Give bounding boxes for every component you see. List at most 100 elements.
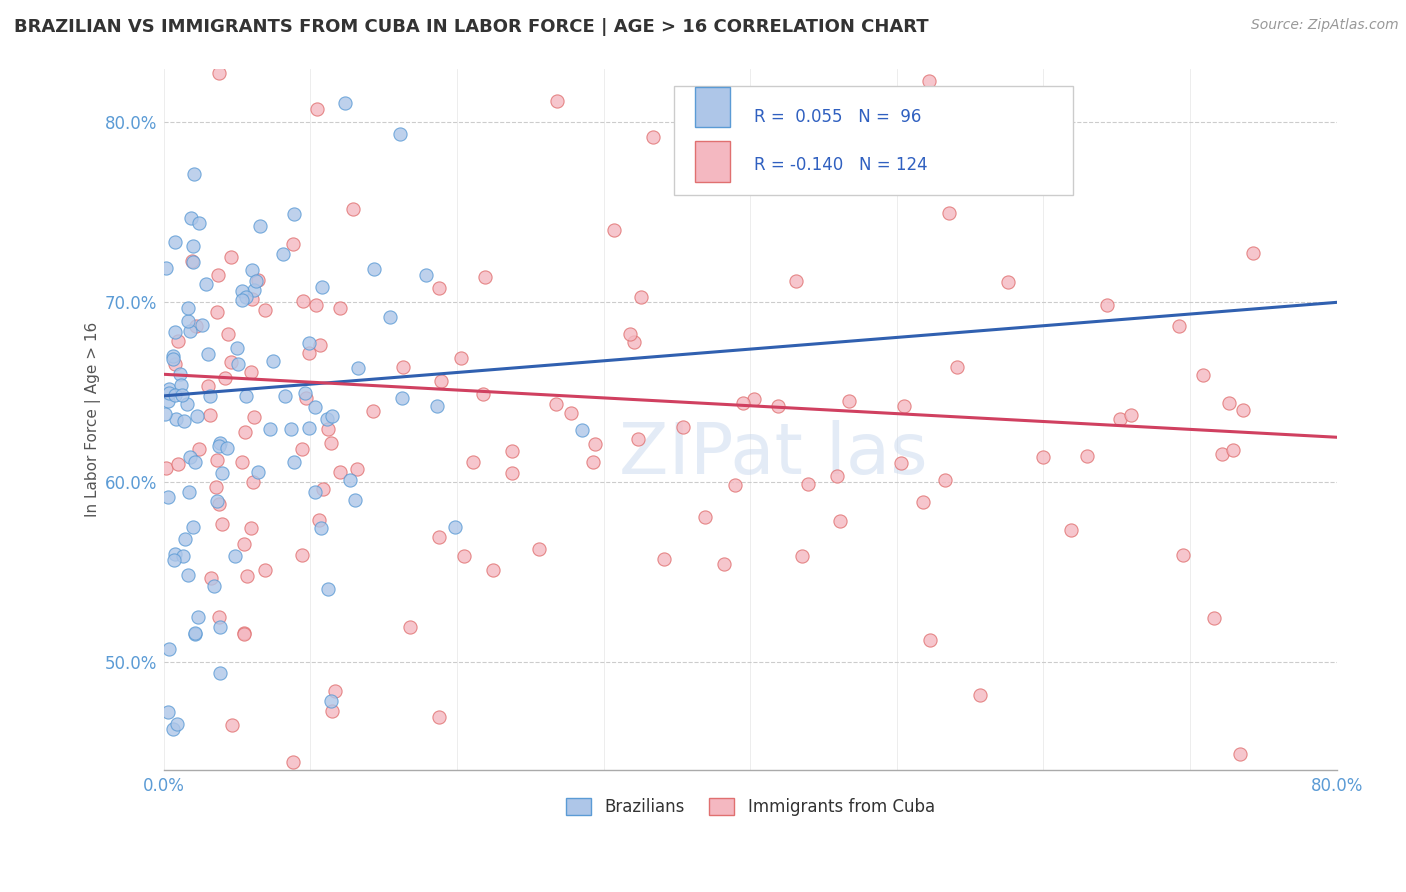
Point [392,359,415,374]
Point [472,387,495,401]
Point [945,360,967,375]
Point [231,455,253,469]
Point [235,290,257,304]
Point [198,389,221,403]
Point [309,521,332,535]
Point [163,358,186,372]
Point [283,206,305,220]
Point [233,537,256,551]
Point [170,388,193,402]
Point [214,371,236,385]
Point [179,324,201,338]
Point [672,419,695,434]
Point [291,549,314,563]
Bar [695,141,730,182]
Point [619,327,641,342]
Point [444,520,467,534]
Point [918,73,941,87]
Point [893,400,915,414]
Point [240,292,263,306]
Point [1229,747,1251,762]
Point [938,206,960,220]
Point [315,412,337,426]
Point [200,571,222,585]
Point [363,404,385,418]
Point [205,304,228,318]
Point [153,407,176,421]
Point [283,237,305,252]
Point [1222,442,1244,457]
Point [225,341,247,355]
Point [231,285,253,299]
Point [240,365,263,379]
Legend: Brazilians, Immigrants from Cuba: Brazilians, Immigrants from Cuba [557,790,943,825]
Point [271,247,294,261]
Point [311,482,333,496]
Point [165,547,187,561]
Point [183,239,205,253]
Point [630,290,652,304]
Point [166,717,188,731]
Point [190,318,212,332]
Point [211,517,233,532]
Point [343,492,366,507]
Point [329,465,352,479]
Point [295,391,318,405]
Point [768,400,790,414]
Point [236,569,259,583]
Point [724,478,747,492]
Point [176,397,198,411]
Point [329,301,352,315]
Point [796,477,818,491]
Point [391,391,413,405]
Point [167,334,190,349]
Point [207,268,229,283]
Point [205,480,228,494]
Point [181,255,204,269]
Point [298,336,321,351]
Point [623,335,645,350]
Point [173,414,195,428]
Point [233,425,256,439]
Point [654,551,676,566]
Point [1173,548,1195,562]
Point [157,382,180,396]
Point [183,167,205,181]
Point [218,327,240,342]
Point [321,409,343,423]
Point [427,709,450,723]
Point [186,409,208,424]
Point [363,261,385,276]
Point [825,469,848,483]
Point [1211,447,1233,461]
Point [298,346,321,360]
Point [155,260,177,275]
Point [453,549,475,563]
Point [156,394,179,409]
Point [262,354,284,368]
Point [482,563,505,577]
Point [603,222,626,236]
Point [934,473,956,487]
Point [583,437,606,451]
Point [790,549,813,563]
Point [172,549,194,563]
Point [474,269,496,284]
Point [319,436,342,450]
Point [582,454,605,468]
Point [311,280,333,294]
Point [202,579,225,593]
Point [304,400,326,414]
Point [920,632,942,647]
Point [308,513,330,527]
Text: R = -0.140   N = 124: R = -0.140 N = 124 [754,156,928,175]
Point [245,274,267,288]
Point [169,368,191,382]
Point [731,396,754,410]
Point [211,467,233,481]
Point [399,620,422,634]
Point [294,386,316,401]
Point [208,435,231,450]
Point [333,95,356,110]
Point [321,704,343,718]
